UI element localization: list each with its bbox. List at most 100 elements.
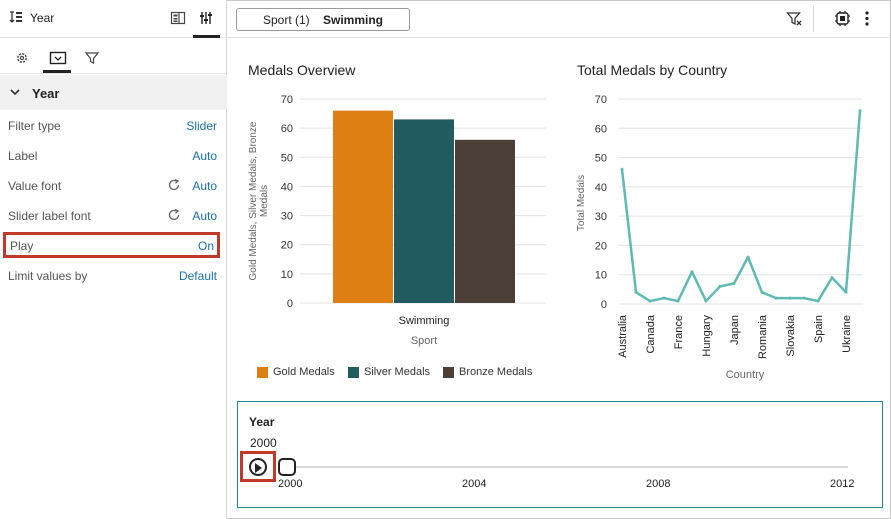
prop-value-value-font[interactable]: Auto (192, 179, 217, 193)
prop-value-label[interactable]: Auto (192, 149, 217, 163)
data-point (648, 299, 652, 303)
y-tick-label: 50 (595, 153, 607, 165)
y-tick-label: 70 (281, 94, 293, 106)
prop-row-filter-type: Filter type Slider (0, 112, 227, 140)
display-icon[interactable] (49, 50, 67, 66)
section-header-year[interactable]: Year (0, 75, 227, 110)
data-point (774, 296, 778, 300)
toolbar-divider (813, 6, 814, 32)
data-point (746, 255, 750, 259)
x-tick-label: Swimming (399, 315, 450, 327)
properties-sliders-icon[interactable] (198, 10, 214, 26)
properties-panel: Year (0, 0, 227, 519)
data-point (620, 167, 624, 171)
active-tool-indicator (193, 35, 220, 38)
prop-label: Label (8, 149, 38, 163)
prop-row-value-font: Value font Auto (0, 172, 227, 200)
x-tick-label: Australia (617, 314, 629, 358)
layout-settings-icon[interactable] (834, 10, 851, 27)
legend-swatch-bronze (443, 367, 454, 378)
data-point (830, 276, 834, 280)
prop-row-limit-values-by: Limit values by Default (0, 262, 227, 290)
y-tick-label: 20 (595, 240, 607, 252)
prop-value-slider-label-font[interactable]: Auto (192, 209, 217, 223)
bar-chart-title: Medals Overview (248, 62, 356, 78)
reset-icon[interactable] (167, 208, 181, 222)
data-point (718, 284, 722, 288)
slider-thumb[interactable] (278, 458, 296, 476)
slider-current-value: 2000 (250, 436, 277, 450)
y-tick-label: 50 (281, 152, 293, 164)
data-point (662, 296, 666, 300)
x-tick-label: Romania (757, 314, 769, 359)
x-tick-label: Slovakia (785, 314, 797, 356)
prop-row-play: Play On (3, 232, 220, 258)
section-title: Year (32, 86, 60, 101)
data-point (732, 282, 736, 285)
slider-tick-label: 2008 (646, 478, 671, 490)
legend-label: Gold Medals (273, 366, 335, 378)
prop-value-limit-values-by[interactable]: Default (178, 269, 217, 283)
legend-label: Silver Medals (364, 366, 431, 378)
medals-overview-chart: 0 10 20 30 40 50 60 70 Swimming Sport Gold Medals,… (248, 94, 546, 347)
y-tick-label: 70 (595, 94, 607, 106)
y-tick-label: 20 (281, 240, 293, 252)
data-point (802, 296, 806, 300)
filter-pill-sport[interactable]: Sport (1) Swimming (236, 8, 410, 31)
prop-value-filter-type[interactable]: Slider (186, 119, 217, 133)
x-axis-title: Country (726, 369, 765, 381)
bar-silver-medals (394, 119, 454, 304)
x-tick-label: Japan (729, 315, 741, 345)
y-tick-label: 0 (601, 299, 607, 311)
play-icon (249, 458, 267, 476)
data-point (690, 270, 694, 274)
panel-header: Year (0, 0, 227, 38)
filter-pill-value: Swimming (323, 13, 384, 27)
play-button[interactable] (240, 451, 276, 482)
data-point (704, 299, 708, 303)
play-triangle (255, 463, 262, 473)
data-point (676, 299, 680, 303)
property-tabs (0, 38, 227, 74)
slider-title: Year (249, 415, 275, 429)
prop-label: Play (10, 239, 34, 253)
data-point (858, 109, 862, 113)
data-point (844, 290, 848, 294)
layout-icon[interactable] (170, 10, 186, 26)
prop-row-slider-label-font: Slider label font Auto (0, 202, 227, 230)
total-medals-chart: 0 10 20 30 40 50 60 70 Australia Canada France Hung… (576, 94, 863, 381)
prop-label: Value font (8, 179, 62, 193)
slider-track[interactable] (293, 466, 848, 468)
series-line (620, 110, 862, 303)
slider-tick-label: 2012 (830, 478, 855, 490)
bar-bronze-medals (455, 139, 515, 303)
y-tick-label: 10 (595, 270, 607, 282)
line-chart-title: Total Medals by Country (577, 62, 728, 78)
prop-label: Slider label font (8, 209, 91, 223)
filter-icon[interactable] (84, 50, 100, 66)
y-tick-label: 30 (281, 211, 293, 223)
prop-row-label: Label Auto (0, 142, 227, 170)
data-point (816, 299, 820, 303)
x-tick-label: Hungary (701, 315, 713, 357)
slider-tick-label: 2004 (462, 478, 487, 490)
data-point (760, 290, 764, 294)
y-axis-title: Total Medals (576, 175, 587, 231)
reset-icon[interactable] (167, 178, 181, 192)
y-tick-label: 0 (287, 298, 293, 310)
y-tick-label: 30 (595, 211, 607, 223)
prop-value-play[interactable]: On (197, 239, 214, 253)
y-axis-title: Gold Medals, Silver Medals, BronzeMedals (248, 121, 270, 280)
year-slider-panel: Year 2000 2000 2004 2008 2012 (237, 401, 883, 508)
filter-settings-icon[interactable] (786, 11, 803, 27)
filter-pill-label: Sport (1) (263, 13, 310, 27)
bar-gold-medals (333, 110, 393, 304)
y-tick-label: 60 (281, 123, 293, 135)
data-point (634, 290, 638, 294)
legend-label: Bronze Medals (459, 366, 533, 378)
gear-icon[interactable] (14, 50, 30, 66)
y-tick-label: 10 (281, 269, 293, 281)
more-options-icon[interactable] (864, 10, 870, 27)
x-tick-label: Spain (813, 315, 825, 343)
x-axis-title: Sport (411, 335, 437, 347)
